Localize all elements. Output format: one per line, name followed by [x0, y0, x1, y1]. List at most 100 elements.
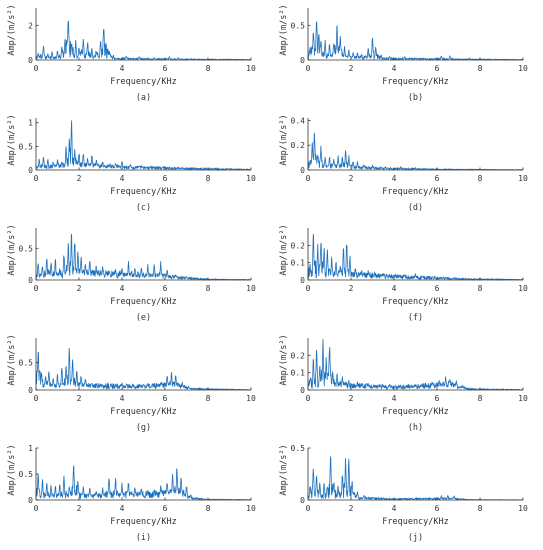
y-tick-label: 0 [28, 56, 33, 65]
subplot-caption: (j) [408, 533, 423, 543]
x-tick-label: 2 [77, 174, 82, 183]
y-axis-label: Amp/(m/s²) [279, 224, 289, 275]
x-tick-label: 8 [206, 504, 211, 513]
x-tick-label: 4 [392, 284, 397, 293]
y-axis-label: Amp/(m/s²) [7, 224, 17, 275]
x-axis-label: Frequency/KHz [382, 407, 449, 417]
subplot-e: 0 2 4 6 8 10 0 0.5 Frequency/KHz Amp/(m/s²) (e) [7, 224, 256, 323]
x-tick-label: 10 [518, 64, 528, 73]
y-tick-label: 0.4 [291, 116, 306, 125]
x-tick-label: 8 [206, 174, 211, 183]
x-tick-label: 10 [246, 504, 256, 513]
y-tick-label: 0.5 [19, 142, 34, 151]
x-tick-label: 4 [120, 394, 125, 403]
x-axis-label: Frequency/KHz [110, 407, 177, 417]
subplot-f: 0 2 4 6 8 10 0 0.1 0.2 Frequency/KHz Amp/(m/s²) (f) [279, 224, 528, 323]
x-axis-label: Frequency/KHz [110, 517, 177, 527]
y-tick-label: 0 [28, 496, 33, 505]
x-tick-label: 10 [246, 394, 256, 403]
x-axis-label: Frequency/KHz [110, 77, 177, 87]
spectrum-line [307, 132, 523, 171]
x-tick-label: 6 [163, 504, 168, 513]
x-tick-label: 8 [478, 504, 483, 513]
y-tick-label: 0.1 [291, 259, 306, 268]
y-tick-label: 1 [28, 119, 33, 128]
y-axis-label: Amp/(m/s²) [279, 334, 289, 385]
x-tick-label: 2 [349, 284, 354, 293]
subplot-d: 0 2 4 6 8 10 0 0.2 0.4 Frequency/KHz Amp/(m/s²) (d) [279, 114, 528, 213]
y-tick-label: 0.5 [291, 444, 306, 453]
x-tick-label: 0 [306, 64, 311, 73]
x-tick-label: 2 [349, 64, 354, 73]
x-tick-label: 0 [34, 394, 39, 403]
y-axis-label: Amp/(m/s²) [7, 4, 17, 55]
y-axis-label: Amp/(m/s²) [279, 444, 289, 495]
spectrum-line [35, 465, 252, 502]
x-tick-label: 6 [163, 394, 168, 403]
x-tick-label: 8 [478, 64, 483, 73]
x-tick-label: 2 [77, 394, 82, 403]
subplot-caption: (i) [136, 533, 151, 543]
x-tick-label: 6 [163, 174, 168, 183]
x-tick-label: 0 [306, 174, 311, 183]
subplot-b: 0 2 4 6 8 10 0 0.5 Frequency/KHz Amp/(m/s²) (b) [279, 4, 528, 103]
y-tick-label: 0 [300, 386, 305, 395]
subplot-caption: (e) [136, 313, 151, 323]
x-tick-label: 2 [77, 64, 82, 73]
y-axis-label: Amp/(m/s²) [279, 4, 289, 55]
x-tick-label: 2 [349, 504, 354, 513]
y-tick-label: 0 [28, 276, 33, 285]
x-tick-label: 0 [34, 284, 39, 293]
x-tick-label: 6 [435, 504, 440, 513]
x-axis-label: Frequency/KHz [382, 297, 449, 307]
subplot-h: 0 2 4 6 8 10 0 0.1 0.2 Frequency/KHz Amp/(m/s²) (h) [279, 334, 528, 433]
x-tick-label: 10 [246, 64, 256, 73]
subplot-i: 0 2 4 6 8 10 0 0.5 1 Frequency/KHz Amp/(m/s²) (i) [7, 444, 256, 543]
spectrum-line [307, 339, 524, 392]
x-tick-label: 4 [120, 284, 125, 293]
x-tick-label: 4 [392, 504, 397, 513]
x-tick-label: 0 [306, 504, 311, 513]
subplot-a: 0 2 4 6 8 10 0 2 Frequency/KHz Amp/(m/s²) (a) [7, 4, 256, 103]
y-tick-label: 0.5 [19, 470, 34, 479]
x-tick-label: 8 [206, 394, 211, 403]
y-tick-label: 1 [28, 444, 33, 453]
x-axis-label: Frequency/KHz [382, 187, 449, 197]
spectrum-line [307, 456, 524, 502]
x-tick-label: 10 [518, 504, 528, 513]
subplot-caption: (g) [136, 423, 151, 433]
x-tick-label: 6 [163, 284, 168, 293]
x-tick-label: 6 [163, 64, 168, 73]
x-tick-label: 0 [34, 64, 39, 73]
x-tick-label: 10 [518, 394, 528, 403]
spectrum-line [35, 20, 252, 61]
x-axis-label: Frequency/KHz [382, 517, 449, 527]
x-tick-label: 4 [392, 174, 397, 183]
x-tick-label: 8 [478, 284, 483, 293]
x-tick-label: 2 [349, 394, 354, 403]
x-tick-label: 2 [349, 174, 354, 183]
spectrum-line [307, 21, 524, 62]
subplot-caption: (f) [408, 313, 423, 323]
x-tick-label: 0 [34, 174, 39, 183]
x-tick-label: 6 [435, 174, 440, 183]
y-tick-label: 0.1 [291, 369, 306, 378]
subplot-caption: (b) [408, 93, 423, 103]
x-tick-label: 0 [306, 284, 311, 293]
x-tick-label: 8 [206, 284, 211, 293]
y-axis-label: Amp/(m/s²) [7, 444, 17, 495]
x-tick-label: 4 [392, 64, 397, 73]
x-tick-label: 6 [435, 64, 440, 73]
y-tick-label: 0.5 [19, 244, 34, 253]
subplot-g: 0 2 4 6 8 10 0 0.5 Frequency/KHz Amp/(m/s²) (g) [7, 334, 256, 433]
y-axis-label: Amp/(m/s²) [279, 114, 289, 165]
x-tick-label: 2 [77, 504, 82, 513]
x-tick-label: 0 [34, 504, 39, 513]
subplot-caption: (h) [408, 423, 423, 433]
x-tick-label: 6 [435, 394, 440, 403]
y-tick-label: 0 [300, 166, 305, 175]
x-tick-label: 0 [306, 394, 311, 403]
x-tick-label: 2 [77, 284, 82, 293]
x-axis-label: Frequency/KHz [382, 77, 449, 87]
x-tick-label: 4 [392, 394, 397, 403]
